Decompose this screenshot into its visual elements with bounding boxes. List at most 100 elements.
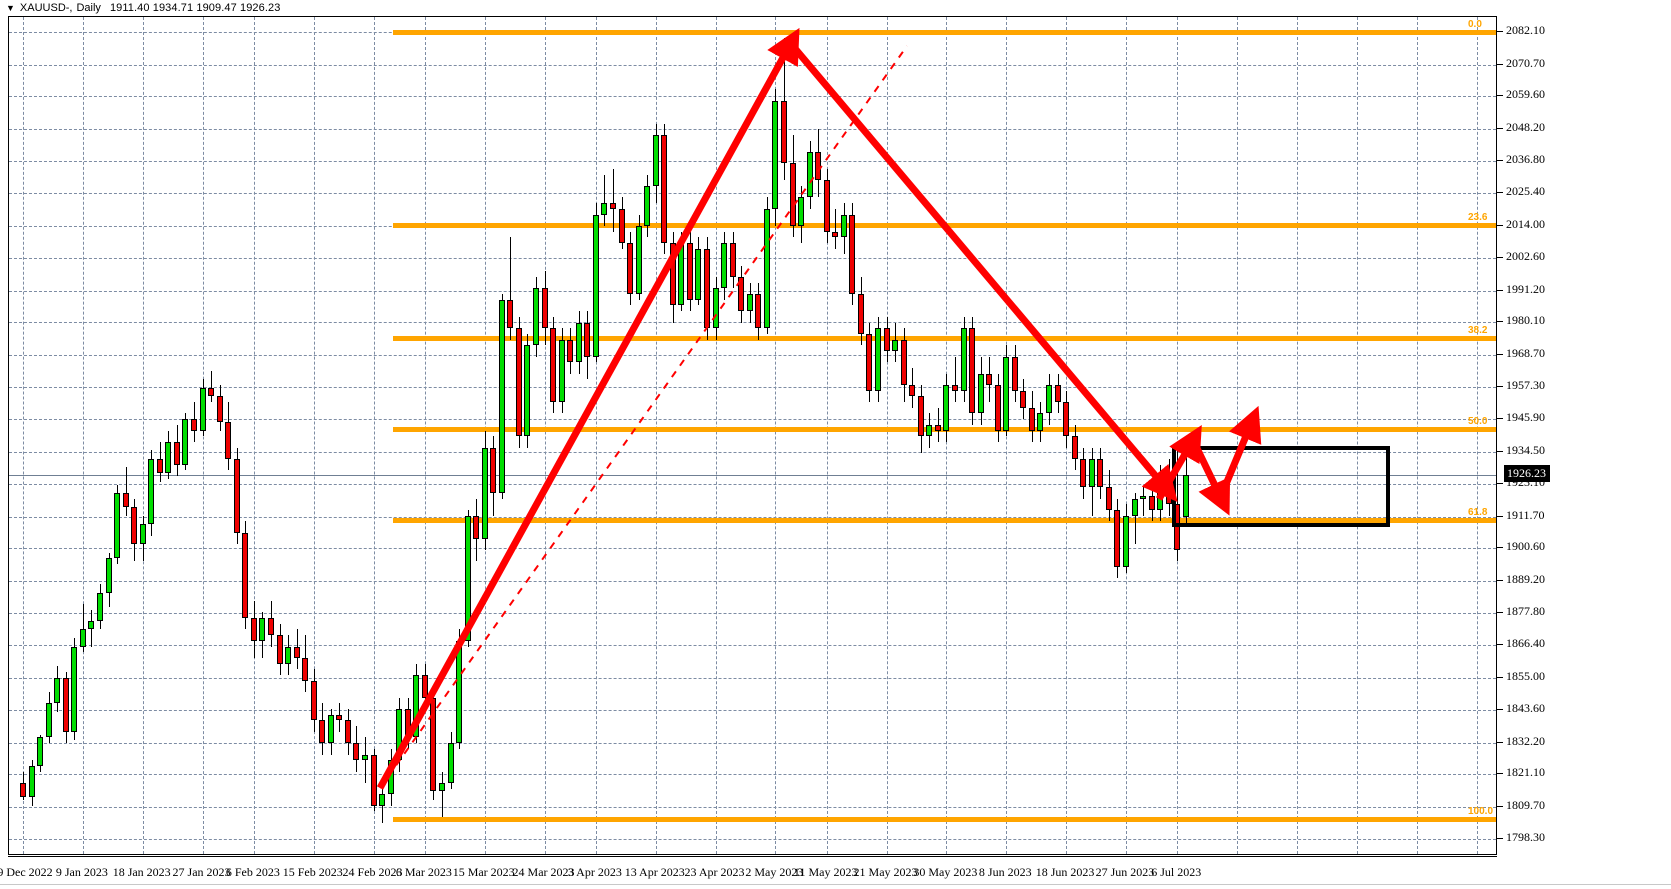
consolidation-range-box[interactable] bbox=[1172, 446, 1390, 528]
price-axis-label: 1900.60 bbox=[1506, 539, 1545, 554]
candle-body-bearish bbox=[516, 328, 522, 437]
horizontal-gridline bbox=[9, 645, 1496, 647]
candle-body-bullish bbox=[465, 515, 471, 641]
horizontal-gridline bbox=[9, 580, 1496, 582]
date-axis-label: 15 Mar 2023 bbox=[452, 865, 515, 879]
candle-body-bullish bbox=[80, 629, 86, 647]
candle-body-bearish bbox=[610, 203, 616, 209]
chart-canvas: 0.0 23.6 38.2 50.0 61.8 100.0 bbox=[9, 17, 1496, 854]
price-axis-tick bbox=[1497, 95, 1503, 97]
horizontal-gridline bbox=[9, 838, 1496, 840]
date-axis-label: 30 May 2023 bbox=[913, 865, 978, 879]
candle-body-bearish bbox=[63, 677, 69, 732]
fibonacci-level-line[interactable] bbox=[393, 816, 1496, 822]
candle-body-bullish bbox=[695, 248, 701, 300]
price-axis-label: 1877.80 bbox=[1506, 603, 1545, 618]
horizontal-gridline bbox=[9, 193, 1496, 195]
candle-wick bbox=[211, 370, 212, 403]
price-axis-tick bbox=[1497, 515, 1503, 517]
date-axis-label: 9 Jan 2023 bbox=[55, 865, 108, 879]
candle-wick bbox=[1143, 487, 1144, 516]
candle-body-bullish bbox=[328, 714, 334, 744]
date-axis-label: 23 Apr 2023 bbox=[684, 865, 745, 879]
price-axis-label: 2014.00 bbox=[1506, 216, 1545, 231]
candle-body-bullish bbox=[636, 225, 642, 295]
date-axis-label: 6 Feb 2023 bbox=[225, 865, 280, 879]
fibonacci-level-line[interactable] bbox=[393, 518, 1496, 524]
candle-body-bearish bbox=[473, 515, 479, 539]
candle-body-bullish bbox=[140, 524, 146, 545]
candle-body-bearish bbox=[1114, 510, 1120, 567]
corrective-down-trendline bbox=[789, 42, 1178, 502]
candle-body-bullish bbox=[1140, 495, 1146, 499]
candle-body-bullish bbox=[46, 703, 52, 738]
candle-body-bullish bbox=[713, 288, 719, 329]
price-axis[interactable]: 1926.23 2082.10 2070.70 2059.60 2048.20 2036… bbox=[1497, 16, 1671, 855]
candle-body-bearish bbox=[123, 493, 129, 508]
candle-wick bbox=[126, 467, 127, 516]
price-axis-tick bbox=[1497, 289, 1503, 291]
candle-body-bullish bbox=[961, 328, 967, 391]
candle-body-bullish bbox=[524, 345, 530, 437]
candle-body-bearish bbox=[225, 422, 231, 459]
candle-body-bullish bbox=[1037, 413, 1043, 431]
candle-body-bearish bbox=[1106, 487, 1112, 511]
fibonacci-level-line[interactable] bbox=[393, 30, 1496, 36]
vertical-gridline bbox=[373, 17, 375, 854]
candle-body-bearish bbox=[20, 782, 26, 798]
candle-body-bearish bbox=[1149, 495, 1155, 511]
candle-body-bullish bbox=[653, 134, 659, 187]
candle-body-bearish bbox=[567, 339, 573, 363]
candle-body-bullish bbox=[71, 646, 77, 732]
horizontal-gridline bbox=[9, 96, 1496, 98]
candle-body-bearish bbox=[277, 635, 283, 664]
fibonacci-level-label: 100.0 bbox=[1468, 805, 1494, 817]
date-axis-label: 27 Jun 2023 bbox=[1095, 865, 1155, 879]
price-axis-tick bbox=[1497, 837, 1503, 839]
vertical-gridline bbox=[1297, 17, 1299, 854]
candle-body-bullish bbox=[499, 299, 505, 494]
candle-body-bearish bbox=[1063, 402, 1069, 437]
candle-body-bearish bbox=[430, 697, 436, 792]
price-axis-label: 2025.40 bbox=[1506, 184, 1545, 199]
candle-body-bearish bbox=[345, 720, 351, 744]
price-axis-tick bbox=[1497, 773, 1503, 775]
candle-body-bearish bbox=[1072, 436, 1078, 459]
candle-body-bullish bbox=[200, 387, 206, 431]
candle-body-bullish bbox=[533, 288, 539, 346]
candle-body-bearish bbox=[302, 657, 308, 681]
candle-body-bearish bbox=[336, 714, 342, 721]
fibonacci-level-label: 38.2 bbox=[1468, 324, 1488, 336]
candle-body-bearish bbox=[268, 618, 274, 636]
price-axis-tick bbox=[1497, 741, 1503, 743]
fibonacci-level-label: 23.6 bbox=[1468, 211, 1488, 223]
horizontal-gridline bbox=[9, 677, 1496, 679]
candle-body-bearish bbox=[969, 328, 975, 414]
candle-body-bullish bbox=[88, 620, 94, 630]
price-axis-tick bbox=[1497, 547, 1503, 549]
candle-body-bearish bbox=[952, 385, 958, 391]
date-axis-label: 11 May 2023 bbox=[793, 865, 858, 879]
price-axis-label: 1911.70 bbox=[1506, 507, 1545, 522]
current-price-tag: 1926.23 bbox=[1504, 465, 1550, 483]
chart-plot-area[interactable]: 0.0 23.6 38.2 50.0 61.8 100.0 bbox=[8, 16, 1497, 855]
candle-body-bearish bbox=[687, 242, 693, 300]
candle-body-bearish bbox=[507, 299, 513, 329]
candle-body-bearish bbox=[311, 680, 317, 721]
horizontal-gridline bbox=[9, 742, 1496, 744]
horizontal-gridline bbox=[9, 548, 1496, 550]
candle-body-bearish bbox=[319, 720, 325, 744]
candle-body-bullish bbox=[379, 794, 385, 806]
collapse-caret-icon[interactable]: ▼ bbox=[6, 3, 15, 13]
fibonacci-level-line[interactable] bbox=[393, 222, 1496, 228]
candle-wick bbox=[442, 771, 443, 818]
candle-body-bearish bbox=[884, 328, 890, 351]
candle-body-bullish bbox=[644, 186, 650, 226]
price-axis-tick bbox=[1497, 257, 1503, 259]
candle-body-bullish bbox=[721, 242, 727, 289]
date-axis-label: 6 Mar 2023 bbox=[395, 865, 452, 879]
candle-body-bullish bbox=[892, 339, 898, 351]
symbol-name: XAUUSD-, bbox=[19, 2, 73, 14]
price-axis-label: 2082.10 bbox=[1506, 23, 1545, 38]
